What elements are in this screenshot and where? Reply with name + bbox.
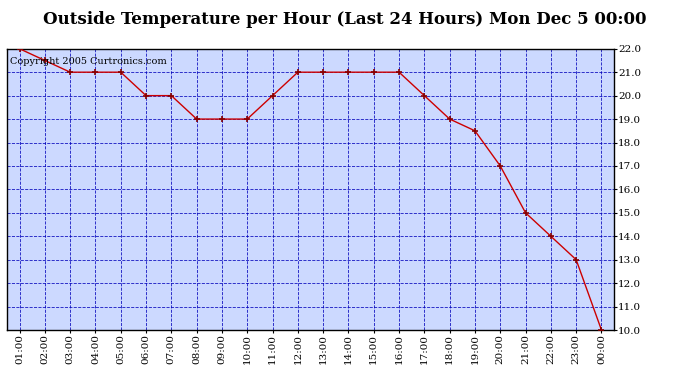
Text: Copyright 2005 Curtronics.com: Copyright 2005 Curtronics.com bbox=[10, 57, 167, 66]
Text: Outside Temperature per Hour (Last 24 Hours) Mon Dec 5 00:00: Outside Temperature per Hour (Last 24 Ho… bbox=[43, 11, 647, 28]
